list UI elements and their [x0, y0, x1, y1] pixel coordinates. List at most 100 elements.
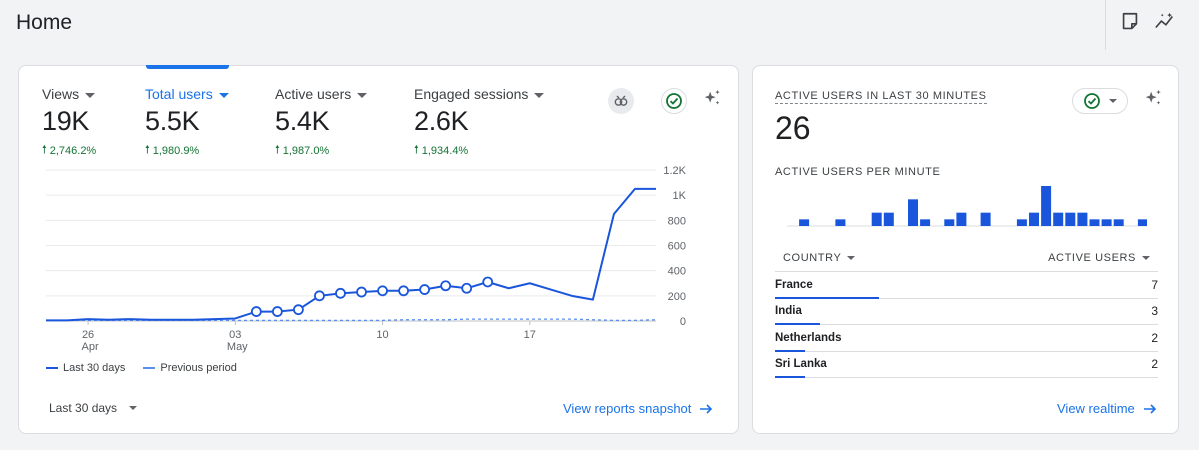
metric-change: 1,987.0%: [282, 144, 330, 157]
ai-insights-button[interactable]: [699, 86, 725, 112]
view-reports-snapshot-link[interactable]: View reports snapshot: [563, 401, 713, 416]
data-point[interactable]: [461, 282, 473, 294]
y-tick-label: 600: [668, 241, 686, 253]
table-header: COUNTRY ACTIVE USERS: [775, 244, 1158, 272]
y-tick-label: 1K: [673, 190, 687, 202]
insights-icon[interactable]: [1154, 11, 1176, 33]
table-row[interactable]: India 3: [775, 299, 1158, 325]
series-last-30-days: [46, 187, 656, 322]
x-tick-label: 17: [524, 329, 536, 341]
metric-views[interactable]: Views 19K 🠕 2,746.2%: [42, 86, 96, 160]
metric-value: 19K: [42, 106, 90, 136]
minute-bar[interactable]: [1053, 212, 1064, 226]
metric-change: 1,934.4%: [421, 144, 469, 157]
metric-label: Views: [42, 86, 80, 102]
caret-down-icon: [534, 92, 545, 98]
minute-bar[interactable]: [1041, 186, 1052, 226]
metric-label: Engaged sessions: [414, 86, 529, 102]
minute-bar[interactable]: [871, 212, 882, 226]
country-table: COUNTRY ACTIVE USERS France 7 India 3 Nether…: [775, 244, 1158, 378]
country-column-header[interactable]: COUNTRY: [783, 252, 856, 264]
data-point[interactable]: [440, 280, 452, 292]
dashed-line-swatch: [143, 367, 156, 369]
table-row[interactable]: Sri Lanka 2: [775, 352, 1158, 378]
comparison-button[interactable]: [608, 88, 634, 114]
data-point[interactable]: [314, 290, 325, 302]
minute-bar[interactable]: [920, 219, 931, 226]
realtime-title[interactable]: ACTIVE USERS IN LAST 30 MINUTES: [775, 90, 987, 104]
date-range-select[interactable]: Last 30 days: [49, 401, 138, 415]
y-tick-label: 0: [680, 316, 686, 328]
status-filter-button[interactable]: [1072, 88, 1128, 114]
minute-bar[interactable]: [944, 219, 955, 226]
y-tick-label: 1.2K: [663, 165, 686, 177]
chart-legend: Last 30 days Previous period: [46, 362, 237, 374]
minute-bar[interactable]: [1101, 219, 1112, 226]
arrow-up-icon: 🠕: [145, 144, 150, 156]
arrow-right-icon: [1143, 403, 1156, 414]
x-tick-month-label: Apr: [82, 341, 99, 353]
minute-bar[interactable]: [883, 212, 894, 226]
minute-bar[interactable]: [1137, 219, 1147, 226]
status-check-button[interactable]: [661, 88, 687, 114]
share-bar: [775, 323, 820, 325]
minute-bar[interactable]: [1089, 219, 1100, 226]
solid-line-swatch: [46, 367, 58, 369]
metric-value: 2.6K: [414, 106, 469, 136]
metric-active-users[interactable]: Active users 5.4K 🠕 1,987.0%: [275, 86, 368, 160]
arrow-up-icon: 🠕: [42, 144, 47, 156]
metric-value: 5.5K: [145, 106, 200, 136]
date-range-value: Last 30 days: [49, 401, 118, 415]
legend-current: Last 30 days: [46, 362, 125, 374]
caret-down-icon: [847, 255, 856, 260]
metric-value: 5.4K: [275, 106, 330, 136]
x-tick-month-label: May: [227, 341, 248, 353]
data-point[interactable]: [293, 304, 304, 316]
x-tick-label: 26: [82, 329, 94, 341]
country-name: India: [775, 305, 802, 318]
data-point[interactable]: [250, 306, 262, 317]
minute-bar[interactable]: [799, 219, 810, 226]
minute-bar[interactable]: [1029, 212, 1039, 226]
table-row[interactable]: France 7: [775, 272, 1158, 299]
minute-bar[interactable]: [980, 212, 991, 226]
data-point[interactable]: [398, 285, 409, 297]
minute-bar[interactable]: [1077, 212, 1088, 226]
caret-down-icon: [1142, 255, 1150, 260]
metric-change: 2,746.2%: [49, 144, 97, 157]
share-bar: [775, 349, 806, 352]
ai-insights-button[interactable]: [1140, 86, 1166, 112]
caret-down-icon: [129, 406, 138, 410]
compare-icon: [614, 95, 628, 106]
data-point[interactable]: [377, 285, 388, 297]
link-label: View reports snapshot: [563, 401, 692, 416]
data-point[interactable]: [419, 284, 431, 295]
sparkle-icon: [704, 89, 720, 105]
active-users-column-header[interactable]: ACTIVE USERS: [1048, 252, 1150, 264]
metric-label: Active users: [275, 86, 352, 102]
legend-previous: Previous period: [143, 362, 237, 374]
note-icon[interactable]: [1119, 11, 1141, 33]
data-point[interactable]: [271, 306, 283, 317]
data-point[interactable]: [335, 287, 346, 299]
metric-total-users[interactable]: Total users 5.5K 🠕 1,980.9%: [145, 86, 229, 160]
view-realtime-link[interactable]: View realtime: [1057, 401, 1157, 416]
metric-engaged-sessions[interactable]: Engaged sessions 2.6K 🠕 1,934.4%: [414, 86, 545, 160]
minute-bar[interactable]: [1016, 219, 1027, 226]
minute-bar[interactable]: [835, 219, 846, 226]
realtime-value: 26: [775, 110, 811, 146]
data-point[interactable]: [482, 276, 494, 288]
table-row[interactable]: Netherlands 2: [775, 325, 1158, 352]
table-body: France 7 India 3 Netherlands 2 Sri Lanka 2: [775, 272, 1158, 378]
minute-bar[interactable]: [1065, 212, 1076, 226]
minute-bar[interactable]: [908, 199, 918, 226]
active-users-count: 3: [1151, 304, 1158, 319]
share-bar: [775, 376, 806, 378]
page-title: Home: [16, 11, 73, 34]
minute-bar[interactable]: [1113, 219, 1124, 226]
active-users-count: 7: [1151, 277, 1158, 292]
data-point[interactable]: [356, 286, 367, 298]
minute-bar[interactable]: [956, 212, 967, 226]
country-name: France: [775, 278, 813, 291]
